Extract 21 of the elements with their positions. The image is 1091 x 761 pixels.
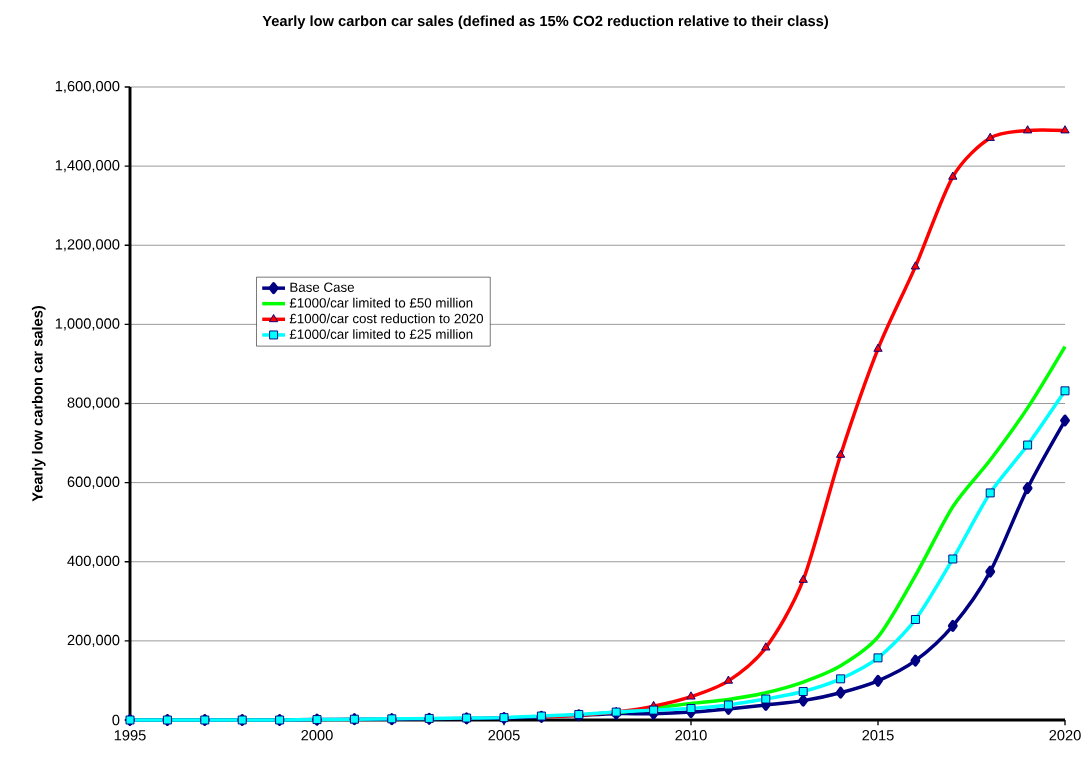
y-tick-label: 1,400,000 [55, 160, 120, 173]
x-tick-label: 2000 [301, 730, 333, 741]
y-tick-label: 200,000 [67, 634, 120, 647]
legend-label: £1000/car limited to £50 million [289, 297, 473, 308]
y-tick-label: 800,000 [67, 397, 120, 410]
y-tick-label: 1,000,000 [55, 318, 120, 331]
y-tick-label: 0 [112, 714, 120, 726]
x-tick-label: 2015 [862, 730, 894, 741]
y-tick-label: 600,000 [67, 476, 120, 489]
y-axis-title: Yearly low carbon car sales) [31, 306, 46, 502]
legend-label: £1000/car limited to £25 million [289, 329, 473, 339]
x-tick-label: 2010 [675, 730, 707, 741]
legend-label: £1000/car cost reduction to 2020 [289, 313, 484, 324]
x-tick-label: 2005 [488, 730, 520, 741]
x-tick-label: 2020 [1049, 730, 1081, 741]
y-tick-label: 1,200,000 [55, 239, 120, 252]
chart-title: Yearly low carbon car sales (defined as 15% CO2 reduction relative to their class) [262, 15, 829, 30]
legend-label: Base Case [290, 282, 354, 292]
y-tick-label: 400,000 [67, 555, 120, 568]
x-tick-label: 1995 [114, 730, 146, 741]
y-tick-label: 1,600,000 [55, 80, 120, 94]
